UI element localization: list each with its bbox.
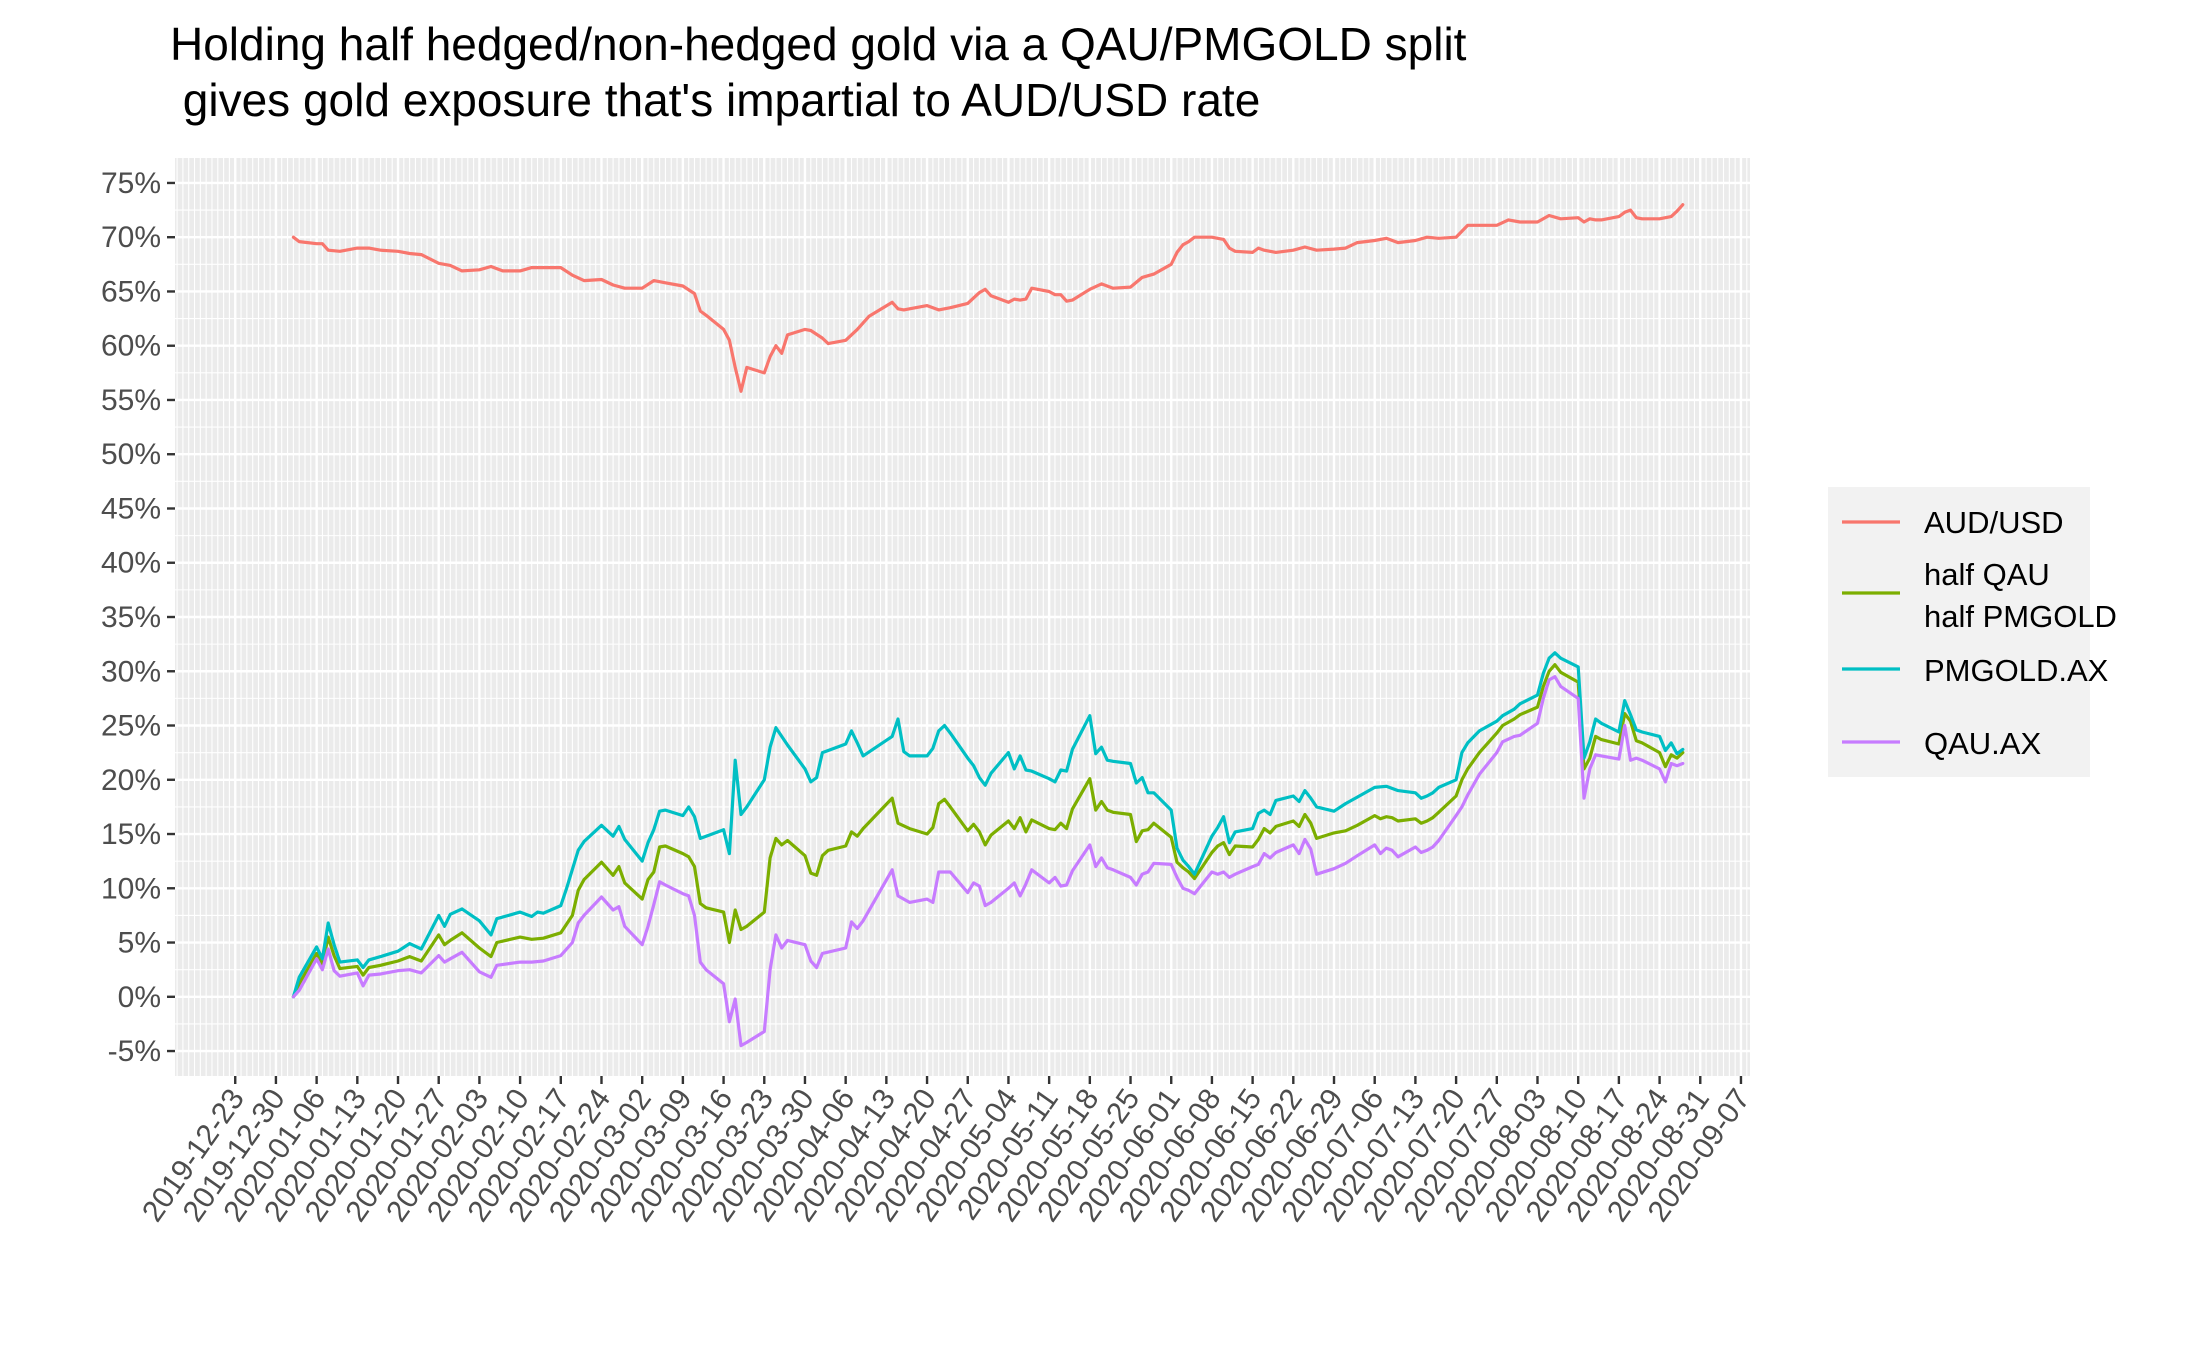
y-tick-label-8: 35% — [101, 601, 161, 634]
y-tick-label-15: 70% — [101, 221, 161, 254]
y-tick-label-14: 65% — [101, 275, 161, 308]
chart-title-line-1: Holding half hedged/non-hedged gold via … — [170, 18, 1467, 70]
y-tick-label-11: 50% — [101, 438, 161, 471]
chart-title: Holding half hedged/non-hedged gold via … — [170, 18, 1467, 126]
y-tick-label-16: 75% — [101, 167, 161, 200]
legend-label-2: PMGOLD.AX — [1924, 653, 2109, 688]
y-tick-label-3: 10% — [101, 872, 161, 905]
series-line-1 — [291, 663, 1685, 999]
y-tick-label-9: 40% — [101, 547, 161, 580]
series-line-3 — [291, 675, 1685, 1048]
y-tick-label-7: 30% — [101, 655, 161, 688]
x-axis: 2019-12-232019-12-302020-01-062020-01-13… — [136, 1076, 1757, 1228]
y-tick-label-12: 55% — [101, 384, 161, 417]
y-tick-label-13: 60% — [101, 330, 161, 363]
chart-title-line-2: gives gold exposure that's impartial to … — [170, 74, 1260, 126]
legend-key-background — [1828, 487, 2090, 777]
series-line-2 — [291, 651, 1685, 999]
y-tick-label-5: 20% — [101, 764, 161, 797]
y-tick-label-2: 5% — [118, 927, 161, 960]
series-lines — [291, 203, 1685, 1048]
legend-label-0: AUD/USD — [1924, 505, 2064, 540]
legend-label-1: half QAU half PMGOLD — [1924, 557, 2117, 634]
y-axis: -5% 0% 5% 10% 15% 20% 25% 30% 35% 40% 45% 50% 55% 60%… — [101, 167, 175, 1068]
legend: AUD/USD half QAU half PMGOLD PMGOLD.AX QAU.A… — [1828, 487, 2117, 777]
y-tick-label-4: 15% — [101, 818, 161, 851]
grid-major — [175, 158, 1750, 1076]
y-tick-label-10: 45% — [101, 492, 161, 525]
y-tick-label-0: -5% — [108, 1035, 161, 1068]
legend-label-3: QAU.AX — [1924, 726, 2041, 761]
y-tick-label-1: 0% — [118, 981, 161, 1014]
y-tick-label-6: 25% — [101, 710, 161, 743]
series-line-0 — [291, 203, 1685, 393]
